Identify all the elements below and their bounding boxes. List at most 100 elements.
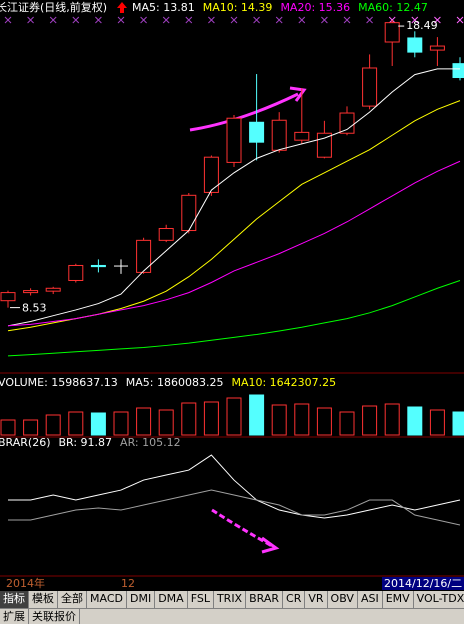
- volume-bar: [339, 411, 355, 436]
- candle-body: [203, 156, 219, 193]
- volume-bar: [158, 409, 174, 436]
- candle-body: [362, 67, 378, 107]
- volume-bar: [0, 419, 16, 436]
- volume-bar: [90, 412, 106, 436]
- panel-header: MA10: 1642307.25: [231, 376, 336, 389]
- candle-body: [429, 45, 445, 51]
- candle-body: [226, 117, 242, 163]
- tab[interactable]: OBV: [328, 591, 358, 608]
- tab[interactable]: VR: [305, 591, 328, 608]
- indicator-line: [8, 489, 461, 526]
- volume-bar: [316, 407, 332, 436]
- indicator-tabs: 指标 模板 全部 MACD DMI DMA FSL TRIX BRAR CR VR OBV ASI EMV…: [0, 591, 464, 608]
- candle-body: [45, 287, 61, 292]
- tab[interactable]: BRAR: [246, 591, 284, 608]
- candle-body: [407, 37, 423, 53]
- indicator-line: [7, 68, 460, 327]
- volume-bar: [429, 409, 445, 436]
- volume-bar: [362, 405, 378, 436]
- volume-bar: [45, 414, 61, 436]
- candle-body: [339, 112, 355, 134]
- panel-header: MA10: 14.39: [203, 1, 273, 14]
- candle-body: [23, 290, 39, 294]
- annotation-arrow: [261, 536, 280, 554]
- volume-bar: [23, 419, 39, 436]
- panel-header: MA5: 13.81: [132, 1, 195, 14]
- volume-bar: [181, 402, 197, 436]
- tab[interactable]: 模板: [29, 591, 58, 608]
- marker: [72, 16, 80, 24]
- volume-bar: [452, 411, 464, 436]
- tab[interactable]: TRIX: [214, 591, 247, 608]
- volume-bar: [226, 397, 242, 436]
- tab[interactable]: 关联报价: [29, 609, 80, 624]
- marker: [4, 16, 12, 24]
- volume-bar: [136, 407, 152, 436]
- marker: [27, 16, 34, 24]
- indicator-line: [7, 280, 461, 357]
- marker: [411, 16, 419, 24]
- marker: [208, 16, 215, 24]
- tab[interactable]: MACD: [87, 591, 127, 608]
- marker: [456, 16, 464, 24]
- candle-body: [271, 119, 287, 151]
- marker: [117, 16, 125, 24]
- marker: [162, 16, 170, 24]
- marker: [275, 16, 283, 24]
- marker: [298, 16, 306, 24]
- tab[interactable]: 全部: [58, 591, 87, 608]
- tab[interactable]: DMI: [127, 591, 156, 608]
- marker: [140, 16, 147, 24]
- marker: [185, 16, 193, 24]
- tab[interactable]: EMV: [383, 591, 414, 608]
- volume-bar: [384, 403, 400, 436]
- date-bar: [0, 577, 464, 590]
- volume-bar: [407, 406, 423, 436]
- tab[interactable]: CR: [283, 591, 306, 608]
- volume-bar: [249, 394, 265, 436]
- marker: [366, 16, 373, 24]
- tab[interactable]: ASI: [358, 591, 383, 608]
- marker: [343, 16, 351, 24]
- panel-header: MA20: 15.36: [280, 1, 350, 14]
- indicator-line: [7, 160, 461, 327]
- marker: [49, 16, 57, 24]
- stock-chart: 长江证券(日线,前复权) 2014年 12 2014/12/16/二 MA5: …: [0, 0, 464, 590]
- annotation-arrow: [189, 92, 299, 132]
- panel-header: BR: 91.87: [59, 436, 113, 449]
- panel-header: MA60: 12.47: [358, 1, 428, 14]
- date-cursor-label: 2014/12/16/二: [384, 577, 462, 590]
- marker: [230, 16, 238, 24]
- tab[interactable]: VOL-TDX: [414, 591, 464, 608]
- panel-header: AR: 105.12: [120, 436, 181, 449]
- volume-bar: [294, 403, 310, 436]
- marker: [95, 16, 102, 24]
- stock-title: 长江证券(日线,前复权): [0, 0, 107, 14]
- up-icon: [117, 2, 127, 13]
- tab[interactable]: FSL: [188, 591, 214, 608]
- date-label: 2014年: [6, 576, 45, 590]
- candle-body: [90, 264, 106, 268]
- volume-bar: [68, 411, 84, 436]
- candle-body: [0, 292, 16, 302]
- date-cursor-box: [382, 577, 464, 590]
- candle-body: [181, 194, 197, 232]
- annotation-arrow: [211, 508, 273, 548]
- candle-body: [316, 132, 332, 158]
- candle-body: [158, 228, 174, 241]
- candle-body: [294, 131, 310, 141]
- candle-body: [249, 121, 265, 143]
- bottom-tabs: 扩展 关联报价: [0, 608, 464, 624]
- candle-body: [68, 264, 84, 281]
- tab[interactable]: 指标: [0, 591, 29, 608]
- candle-body: [452, 63, 464, 79]
- candle-body: [136, 239, 152, 273]
- volume-bar: [113, 411, 129, 436]
- date-label: 12: [121, 577, 135, 590]
- panel-header: BRAR(26): [0, 436, 51, 449]
- tab[interactable]: 扩展: [0, 609, 29, 624]
- marker: [321, 16, 328, 24]
- marker: [253, 16, 260, 24]
- volume-bar: [271, 404, 287, 436]
- tab[interactable]: DMA: [155, 591, 188, 608]
